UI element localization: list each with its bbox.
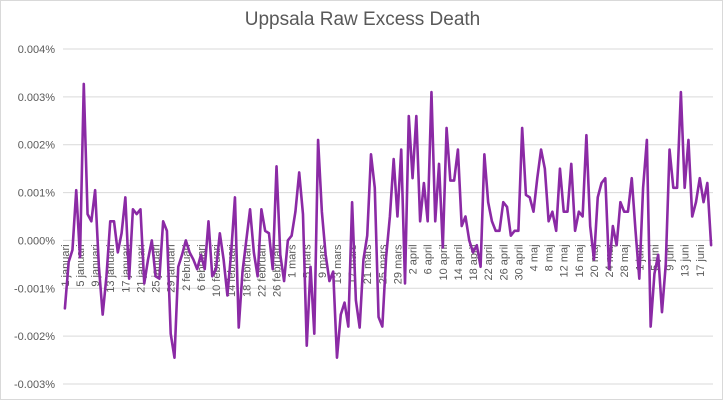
series-group [63, 82, 713, 359]
x-tick-label: 26 april [498, 244, 510, 280]
x-tick-label: 12 maj [559, 244, 571, 277]
y-tick-label: 0.002% [18, 140, 56, 152]
x-tick-label: 9 juni [665, 244, 677, 270]
x-tick-label: 2 februari [181, 244, 193, 290]
y-tick-label: -0.002% [14, 331, 55, 343]
y-axis-ticks: 0.004% 0.003% 0.002% 0.001% 0.000% -0.001% -0.… [14, 44, 55, 391]
y-tick-label: 0.000% [18, 235, 56, 247]
gridlines [63, 48, 713, 385]
x-tick-label: 4 maj [528, 244, 540, 271]
series-line [63, 82, 713, 359]
x-tick-label: 10 februari [211, 244, 223, 297]
x-tick-label: 28 maj [619, 244, 631, 277]
y-tick-label: -0.003% [14, 379, 55, 391]
x-tick-label: 5 januari [75, 244, 87, 286]
x-tick-label: 14 april [453, 244, 465, 280]
x-tick-label: 16 maj [574, 244, 586, 277]
x-tick-label: 8 maj [544, 244, 556, 271]
x-tick-label: 22 april [483, 244, 495, 280]
x-tick-label: 10 april [438, 244, 450, 280]
x-tick-label: 13 juni [680, 244, 692, 276]
y-tick-label: 0.004% [18, 44, 56, 56]
x-tick-label: 17 juni [695, 244, 707, 276]
y-tick-label: -0.001% [14, 283, 55, 295]
x-tick-label: 2 april [408, 244, 420, 274]
x-tick-label: 1 januari [60, 244, 72, 286]
x-tick-label: 1 mars [287, 244, 299, 278]
x-tick-label: 29 mars [392, 244, 404, 284]
y-tick-label: 0.001% [18, 188, 56, 200]
chart-title: Uppsala Raw Excess Death [244, 9, 481, 30]
x-tick-label: 30 april [513, 244, 525, 280]
x-tick-label: 13 mars [332, 244, 344, 284]
y-tick-label: 0.003% [18, 92, 56, 104]
x-tick-label: 6 april [423, 244, 435, 274]
